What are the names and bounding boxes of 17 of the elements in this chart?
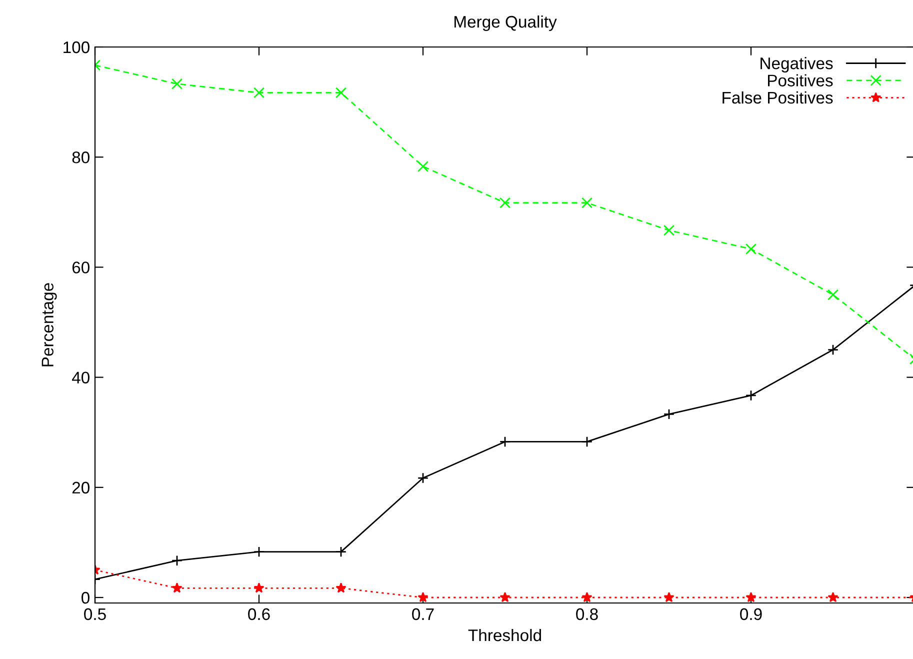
legend-label: False Positives [722, 91, 833, 104]
x-tick-label: 0.5 [84, 608, 106, 620]
x-axis-title: Threshold [468, 628, 541, 642]
y-tick-label: 80 [72, 152, 90, 164]
x-tick-label: 0.6 [248, 608, 270, 620]
y-tick-label: 60 [72, 262, 90, 274]
x-tick-label: 0.8 [576, 608, 598, 620]
legend-label: Positives [768, 74, 833, 86]
x-tick-label: 0.7 [412, 608, 434, 620]
y-tick-label: 0 [82, 592, 90, 604]
x-tick-label: 0.9 [740, 608, 762, 620]
legend-label: Negatives [760, 57, 833, 73]
y-tick-label: 100 [64, 41, 90, 54]
y-axis-title: Percentage [42, 283, 57, 366]
y-tick-label: 20 [72, 482, 90, 494]
chart-title: Merge Quality [454, 15, 557, 32]
y-tick-label: 40 [72, 372, 90, 384]
